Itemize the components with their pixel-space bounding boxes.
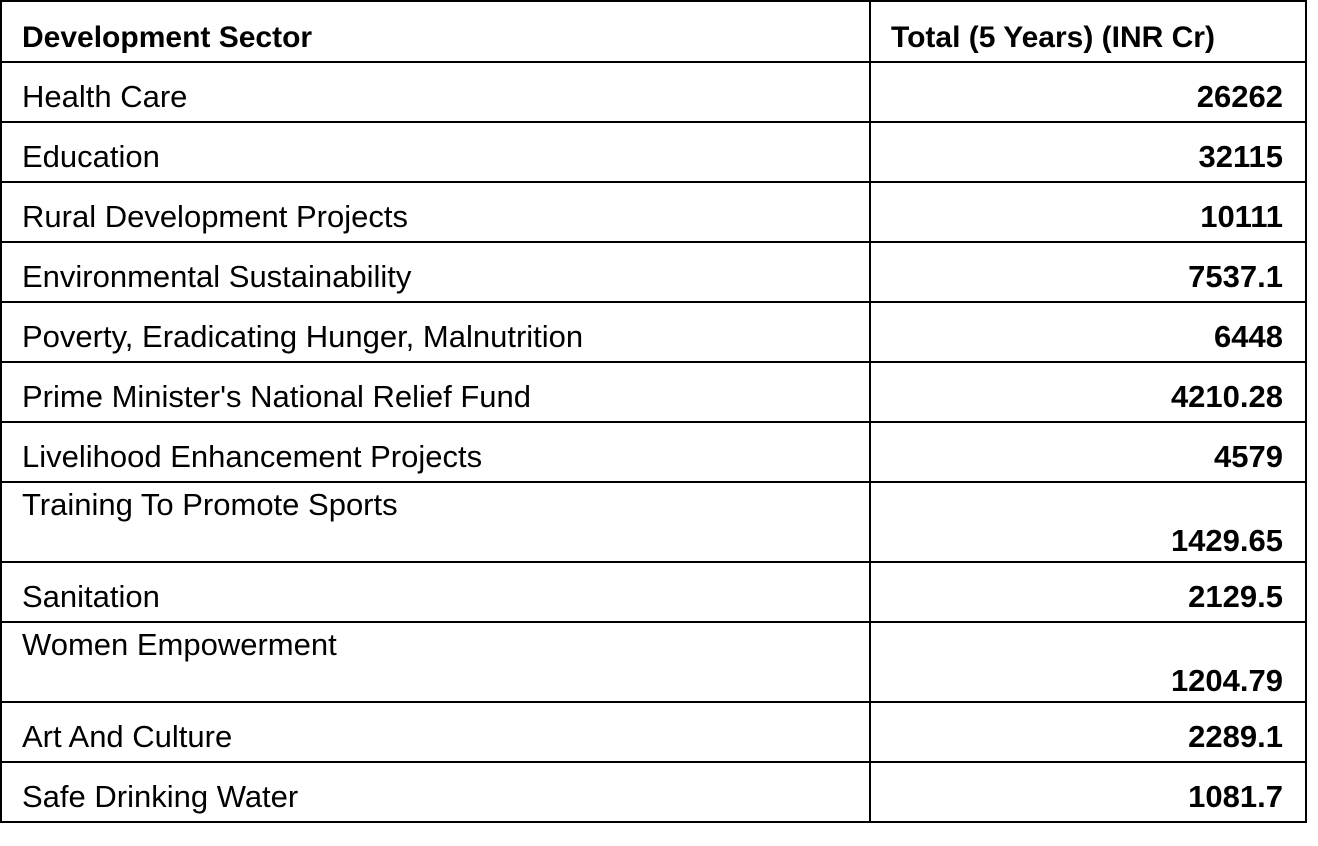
header-development-sector: Development Sector [0, 0, 871, 63]
sector-name: Women Empowerment [0, 621, 871, 703]
sector-total: 32115 [869, 121, 1307, 183]
sector-total: 4210.28 [869, 361, 1307, 423]
table-row: Art And Culture 2289.1 [0, 701, 1307, 763]
table-row: Rural Development Projects 10111 [0, 181, 1307, 243]
table-header-row: Development Sector Total (5 Years) (INR … [0, 0, 1307, 63]
sector-name: Prime Minister's National Relief Fund [0, 361, 871, 423]
table-row: Prime Minister's National Relief Fund 42… [0, 361, 1307, 423]
table-row: Poverty, Eradicating Hunger, Malnutritio… [0, 301, 1307, 363]
sector-total: 4579 [869, 421, 1307, 483]
table-row: Health Care 26262 [0, 61, 1307, 123]
sector-total: 1429.65 [869, 481, 1307, 563]
sector-name: Sanitation [0, 561, 871, 623]
sector-spending-table: Development Sector Total (5 Years) (INR … [0, 0, 1307, 823]
sector-total: 1081.7 [869, 761, 1307, 823]
sector-name: Health Care [0, 61, 871, 123]
sector-total: 6448 [869, 301, 1307, 363]
table-row: Training To Promote Sports 1429.65 [0, 481, 1307, 563]
table-row: Sanitation 2129.5 [0, 561, 1307, 623]
sector-name: Education [0, 121, 871, 183]
sector-name: Livelihood Enhancement Projects [0, 421, 871, 483]
sector-total: 7537.1 [869, 241, 1307, 303]
sector-name: Poverty, Eradicating Hunger, Malnutritio… [0, 301, 871, 363]
table-row: Education 32115 [0, 121, 1307, 183]
sector-name: Environmental Sustainability [0, 241, 871, 303]
sector-total: 2129.5 [869, 561, 1307, 623]
table-row: Women Empowerment 1204.79 [0, 621, 1307, 703]
sector-total: 26262 [869, 61, 1307, 123]
sector-total: 2289.1 [869, 701, 1307, 763]
table-row: Safe Drinking Water 1081.7 [0, 761, 1307, 823]
header-total-5-years: Total (5 Years) (INR Cr) [869, 0, 1307, 63]
sector-name: Art And Culture [0, 701, 871, 763]
sector-name: Rural Development Projects [0, 181, 871, 243]
sector-total: 1204.79 [869, 621, 1307, 703]
sector-name: Training To Promote Sports [0, 481, 871, 563]
table-row: Livelihood Enhancement Projects 4579 [0, 421, 1307, 483]
sector-name: Safe Drinking Water [0, 761, 871, 823]
table-row: Environmental Sustainability 7537.1 [0, 241, 1307, 303]
sector-total: 10111 [869, 181, 1307, 243]
